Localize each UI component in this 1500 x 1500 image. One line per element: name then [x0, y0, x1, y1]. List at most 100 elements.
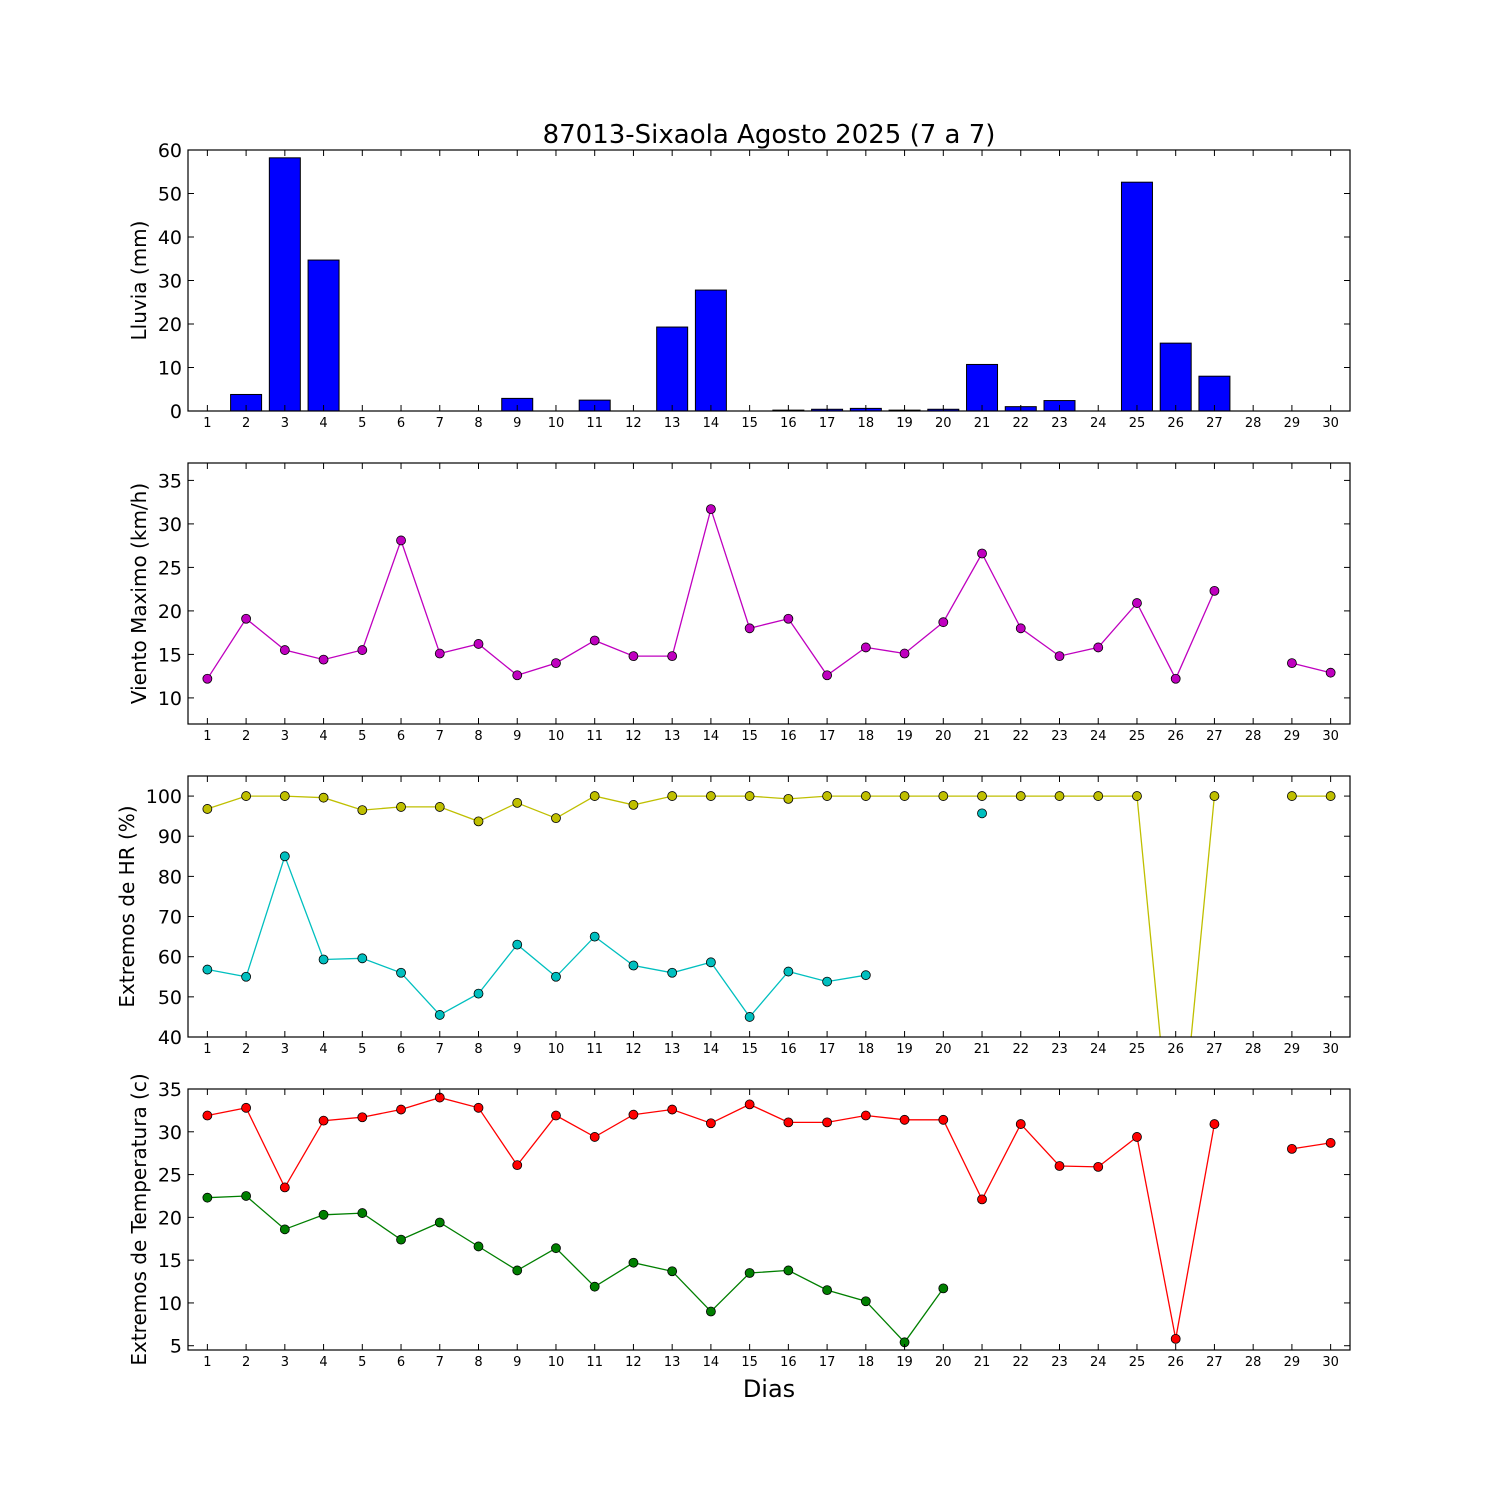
x-tick-label: 22: [1012, 416, 1029, 431]
series-1-point-day-22: [1015, 791, 1026, 801]
series-2-point-day-12: [628, 960, 639, 971]
x-tick-label: 20: [935, 1042, 952, 1057]
series-1-point-day-15: [744, 1099, 755, 1110]
series-1-point-day-17: [822, 791, 832, 801]
x-tick-label: 1: [203, 416, 211, 431]
x-tick-label: 28: [1245, 729, 1262, 744]
series-2-point-day-7: [434, 1010, 445, 1020]
y-tick-label: 60: [158, 140, 182, 162]
series-1-point-day-3: [279, 1182, 290, 1193]
x-tick-label: 12: [625, 1355, 642, 1370]
series-2-point-day-9: [512, 939, 523, 950]
x-tick-label: 23: [1051, 729, 1068, 744]
series-1-point-day-13: [667, 651, 678, 662]
x-tick-label: 28: [1245, 416, 1262, 431]
series-2-point-day-18: [860, 970, 871, 981]
plot-area: [202, 791, 1336, 1202]
series-2-point-day-11: [589, 1281, 600, 1292]
x-tick-label: 16: [780, 729, 797, 744]
x-tick-label: 15: [741, 729, 758, 744]
series-2-point-day-13: [667, 1266, 678, 1277]
series-1-point-day-8: [473, 639, 484, 649]
x-tick-label: 7: [436, 1355, 444, 1370]
x-tick-label: 2: [242, 1042, 250, 1057]
series-1-point-day-16: [783, 793, 794, 804]
x-tick-label: 15: [741, 1355, 758, 1370]
y-tick-label: 20: [158, 1207, 182, 1229]
x-tick-label: 8: [474, 729, 482, 744]
x-tick-label: 23: [1051, 1355, 1068, 1370]
y-tick-label: 5: [170, 1336, 182, 1358]
series-1-point-day-5: [357, 1112, 368, 1123]
series-1-point-day-19: [899, 791, 910, 801]
series-1-point-day-4: [318, 654, 329, 665]
x-tick-label: 19: [896, 1355, 913, 1370]
series-1-point-day-26: [1170, 1333, 1181, 1344]
y-tick-label: 50: [158, 987, 182, 1009]
x-tick-label: 13: [664, 1355, 681, 1370]
series-1-point-day-11: [589, 635, 600, 646]
x-tick-label: 11: [586, 416, 603, 431]
x-tick-label: 4: [319, 1042, 327, 1057]
x-tick-label: 7: [436, 416, 444, 431]
x-tick-label: 8: [474, 1355, 482, 1370]
x-tick-label: 3: [281, 416, 289, 431]
series-1-point-day-24: [1093, 1161, 1104, 1172]
y-tick-label: 10: [158, 1293, 182, 1315]
x-tick-label: 25: [1129, 729, 1146, 744]
x-tick-label: 26: [1167, 1355, 1184, 1370]
x-tick-label: 27: [1206, 1355, 1223, 1370]
series-1-point-day-19: [899, 1114, 910, 1125]
bar-day-3: [268, 157, 301, 411]
chart-title: 87013-Sixaola Agosto 2025 (7 a 7): [543, 120, 996, 150]
x-tick-label: 22: [1012, 1355, 1029, 1370]
x-tick-label: 21: [974, 416, 991, 431]
x-tick-label: 11: [586, 729, 603, 744]
x-tick-label: 29: [1284, 416, 1301, 431]
x-tick-label: 17: [819, 1355, 836, 1370]
x-tick-label: 10: [548, 416, 565, 431]
y-tick-label: 30: [158, 1122, 182, 1144]
x-tick-label: 9: [513, 416, 521, 431]
series-2-point-day-7: [434, 1217, 445, 1228]
x-tick-label: 15: [741, 416, 758, 431]
x-tick-label: 24: [1090, 416, 1107, 431]
series-1-point-day-2: [241, 1102, 252, 1113]
y-tick-label: 100: [146, 786, 182, 808]
y-tick-label: 15: [158, 644, 182, 666]
x-tick-label: 7: [436, 1042, 444, 1057]
series-1-point-day-9: [512, 798, 523, 808]
x-tick-label: 1: [203, 1355, 211, 1370]
series-1-point-day-20: [938, 1114, 949, 1125]
plot-area: [202, 504, 1336, 684]
y-tick-label: 20: [158, 601, 182, 623]
series-1-point-day-27: [1209, 1119, 1220, 1129]
series-1-point-day-29: [1287, 1144, 1297, 1154]
series-1-point-day-25: [1132, 598, 1142, 608]
series-2-point-day-13: [667, 967, 678, 978]
bar-day-25: [1120, 181, 1153, 411]
y-tick-label: 50: [158, 184, 182, 206]
x-tick-label: 25: [1129, 416, 1146, 431]
x-tick-label: 6: [397, 1355, 405, 1370]
x-tick-label: 2: [242, 1355, 250, 1370]
series-1-line: [1291, 662, 1331, 674]
x-tick-label: 20: [935, 729, 952, 744]
series-1-point-day-13: [667, 791, 678, 801]
series-1-point-day-29: [1287, 791, 1297, 801]
x-tick-label: 27: [1206, 416, 1223, 431]
series-1-point-day-6: [396, 535, 406, 546]
x-tick-label: 24: [1090, 729, 1107, 744]
bar-day-13: [656, 326, 689, 411]
series-1-point-day-16: [783, 613, 794, 624]
y-tick-label: 10: [158, 688, 182, 710]
series-1-point-day-26: [1171, 1193, 1180, 1202]
x-tick-label: 23: [1051, 416, 1068, 431]
series-2-point-day-16: [783, 1265, 794, 1276]
bar-day-26: [1159, 342, 1192, 411]
x-tick-label: 23: [1051, 1042, 1068, 1057]
x-tick-label: 18: [858, 729, 875, 744]
y-tick-label: 35: [158, 1079, 182, 1101]
x-tick-label: 18: [858, 416, 875, 431]
